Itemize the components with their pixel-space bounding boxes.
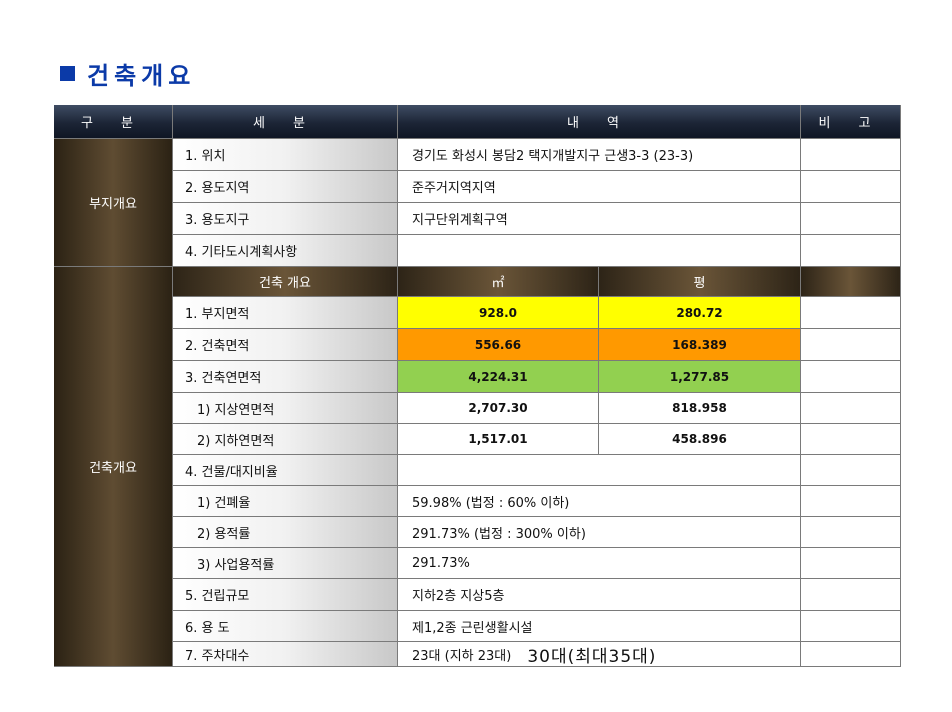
unit-m2-header: ㎡: [398, 267, 599, 297]
area-pyeong: 1,277.85: [599, 361, 801, 393]
area-row-sub: 2) 지하연면적: [173, 424, 398, 455]
area-remark: [801, 361, 901, 393]
area-row-sub: 1. 부지면적: [173, 297, 398, 329]
site-row-value: 준주거지역지역: [398, 171, 801, 203]
text-row-value: [398, 455, 801, 486]
parking-note: 30대(최대35대): [527, 646, 657, 667]
text-row-remark: [801, 517, 901, 548]
text-row-value: 59.98% (법정 : 60% 이하): [398, 486, 801, 517]
site-row-value: 지구단위계획구역: [398, 203, 801, 235]
site-row-sub: 3. 용도지구: [173, 203, 398, 235]
page-title: 건축개요: [60, 56, 195, 90]
header-details: 내 역: [398, 105, 801, 139]
area-remark: [801, 424, 901, 455]
text-row-remark: [801, 486, 901, 517]
section-building-label: 건축개요: [54, 267, 173, 667]
area-pyeong: 458.896: [599, 424, 801, 455]
area-remark: [801, 297, 901, 329]
text-row-remark: [801, 455, 901, 486]
area-row-sub: 2. 건축면적: [173, 329, 398, 361]
text-row-sub: 3) 사업용적률: [173, 548, 398, 579]
text-row-value: 291.73%: [398, 548, 801, 579]
text-row-sub: 2) 용적률: [173, 517, 398, 548]
site-row-sub: 1. 위치: [173, 139, 398, 171]
site-row-remark: [801, 139, 901, 171]
text-row-sub: 6. 용 도: [173, 611, 398, 642]
area-remark: [801, 393, 901, 424]
parking-value-cell: 23대 (지하 23대) 30대(최대35대): [398, 642, 801, 667]
area-m2: 556.66: [398, 329, 599, 361]
area-row-sub: 3. 건축연면적: [173, 361, 398, 393]
title-text: 건축개요: [87, 61, 196, 90]
header-remarks: 비 고: [801, 105, 901, 139]
area-pyeong: 280.72: [599, 297, 801, 329]
building-subheader: 건축 개요: [173, 267, 398, 297]
site-row-remark: [801, 171, 901, 203]
site-row-sub: 2. 용도지역: [173, 171, 398, 203]
text-row-remark: [801, 579, 901, 611]
area-m2: 2,707.30: [398, 393, 599, 424]
site-row-remark: [801, 203, 901, 235]
area-pyeong: 168.389: [599, 329, 801, 361]
text-row-value: 지하2층 지상5층: [398, 579, 801, 611]
header-category: 구 분: [54, 105, 173, 139]
parking-sub: 7. 주차대수: [173, 642, 398, 667]
header-subcategory: 세 분: [173, 105, 398, 139]
text-row-sub: 4. 건물/대지비율: [173, 455, 398, 486]
section-site-label: 부지개요: [54, 139, 173, 267]
area-m2: 928.0: [398, 297, 599, 329]
site-row-remark: [801, 235, 901, 267]
text-row-remark: [801, 611, 901, 642]
title-square-icon: [60, 65, 75, 81]
area-row-sub: 1) 지상연면적: [173, 393, 398, 424]
text-row-value: 291.73% (법정 : 300% 이하): [398, 517, 801, 548]
overview-table: 구 분 세 분 내 역 비 고 부지개요 1. 위치 경기도 화성시 봉담2 택…: [54, 105, 901, 667]
text-row-sub: 1) 건폐율: [173, 486, 398, 517]
parking-remark: [801, 642, 901, 667]
text-row-value: 제1,2종 근린생활시설: [398, 611, 801, 642]
text-row-remark: [801, 548, 901, 579]
site-row-sub: 4. 기타도시계획사항: [173, 235, 398, 267]
parking-value: 23대 (지하 23대): [412, 648, 512, 664]
text-row-sub: 5. 건립규모: [173, 579, 398, 611]
area-m2: 1,517.01: [398, 424, 599, 455]
site-row-value: [398, 235, 801, 267]
area-m2: 4,224.31: [398, 361, 599, 393]
site-row-value: 경기도 화성시 봉담2 택지개발지구 근생3-3 (23-3): [398, 139, 801, 171]
unit-pyeong-header: 평: [599, 267, 801, 297]
area-remark: [801, 329, 901, 361]
area-pyeong: 818.958: [599, 393, 801, 424]
remark-header-blank: [801, 267, 901, 297]
